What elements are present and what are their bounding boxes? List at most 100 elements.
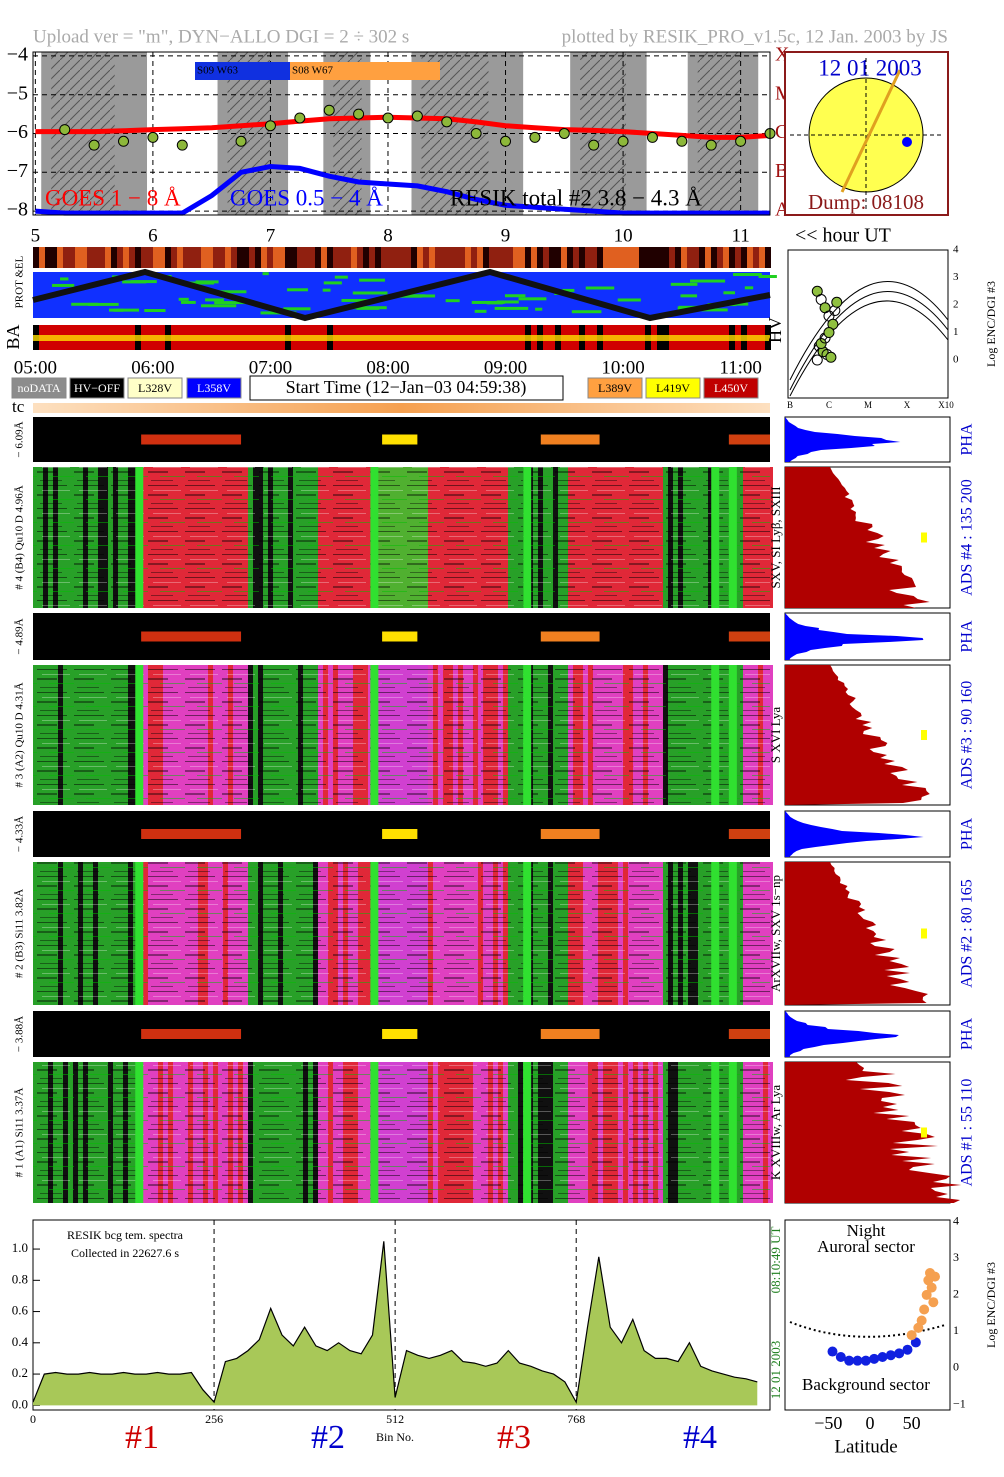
data-line <box>35 114 771 140</box>
data-point <box>558 128 570 139</box>
strip-cell <box>639 247 645 268</box>
strip-cell <box>323 281 342 285</box>
data-point <box>906 1330 917 1341</box>
strip-cell <box>531 247 537 268</box>
strip-cell <box>261 247 267 268</box>
strip-cell <box>111 247 117 268</box>
data-point <box>441 116 453 128</box>
strip-cell <box>571 310 602 314</box>
x-tick-label: X <box>904 400 911 410</box>
data-point <box>705 139 717 151</box>
strip-cell <box>279 247 285 268</box>
strip-cell <box>321 247 327 268</box>
strip-cell <box>381 247 387 268</box>
pha-histogram <box>785 1011 899 1057</box>
data-point <box>676 135 688 147</box>
strip-cell <box>249 247 255 268</box>
pha-band <box>382 1029 418 1039</box>
strip-cell <box>474 309 487 313</box>
strip-cell <box>129 247 135 268</box>
ads-range-label: # 3 (A2) Qu10 D 4.31Å <box>14 682 26 787</box>
data-point <box>118 135 130 147</box>
legend-label: GOES 0.5 − 4 Å <box>230 185 383 210</box>
pha-band <box>382 829 418 839</box>
strip-cell <box>87 302 119 306</box>
strip-cell <box>57 247 63 268</box>
pha-label: PHA <box>959 620 976 652</box>
strip-cell <box>753 247 759 268</box>
strip-cell <box>205 298 224 302</box>
ads-marker <box>370 1062 379 1203</box>
x-tick-label: 256 <box>205 1412 223 1426</box>
strip-cell <box>717 247 723 268</box>
ads-marker <box>135 862 144 1005</box>
strip-cell <box>219 247 225 268</box>
x-tick-label: C <box>826 400 832 410</box>
start-time: Start Time (12−Jan−03 04:59:38) <box>286 377 527 398</box>
strip-cell <box>141 247 147 268</box>
strip-cell <box>681 247 687 268</box>
ads-spectrogram-cell <box>768 862 773 1005</box>
area-fill <box>33 1241 758 1406</box>
strip-cell <box>585 286 615 290</box>
strip-cell <box>369 247 375 268</box>
data-line <box>32 1241 758 1405</box>
pha-range-label: − 3.88Å <box>14 1016 26 1052</box>
strip-cell <box>287 288 308 292</box>
section-label: #3 <box>497 1419 531 1456</box>
line-label: K XVIIIw, Ar Lya <box>768 1085 783 1180</box>
data-point <box>869 1353 880 1364</box>
y-tick-label: 0.0 <box>12 1396 28 1411</box>
strip-cell <box>471 247 477 268</box>
plot-frame <box>784 1219 951 1411</box>
strip-cell <box>758 275 777 279</box>
strip-cell <box>494 306 529 310</box>
data-point <box>529 131 541 143</box>
strip-cell <box>723 291 736 295</box>
strip-cell <box>670 282 698 286</box>
pha-histogram <box>785 613 924 660</box>
data-point <box>823 327 835 339</box>
model-curve <box>789 300 949 397</box>
ads-marker <box>523 1062 532 1203</box>
ads-range-label: # 1 (A1) Si11 3.37Å <box>14 1088 26 1178</box>
strip-cell <box>303 247 309 268</box>
ads-texture <box>33 467 770 608</box>
strip-cell <box>309 247 315 268</box>
start-time-box <box>249 375 564 401</box>
pha-band <box>141 631 242 642</box>
strip-cell <box>178 297 189 301</box>
ads-texture <box>33 862 770 1005</box>
pha-band <box>728 631 770 642</box>
ads-label: ADS #1 : 55 110 <box>959 1079 976 1187</box>
time-label: 05:00 <box>14 357 57 378</box>
annotation-box <box>290 62 440 80</box>
data-point <box>910 1337 921 1348</box>
strip-cell <box>732 273 762 277</box>
strip-cell <box>417 247 423 268</box>
data-point <box>176 139 188 151</box>
legend-label: RESIK total #2 3.8 − 4.3 Å <box>450 185 702 210</box>
data-point <box>831 296 843 308</box>
strip-cell <box>159 247 165 268</box>
ads-marker <box>728 1062 737 1203</box>
ads-profile <box>785 665 930 805</box>
strip-cell <box>153 247 159 268</box>
strip-cell <box>597 247 603 268</box>
x-tick-label: 10 <box>614 225 633 246</box>
strip-cell <box>291 247 297 268</box>
x-tick-label: 0 <box>30 1412 36 1426</box>
y-tick-label: −8 <box>7 199 28 221</box>
data-point <box>894 1348 905 1359</box>
strip-cell <box>441 247 447 268</box>
strip-cell <box>651 247 657 268</box>
time-label: 06:00 <box>131 357 174 378</box>
strip-cell <box>315 247 321 268</box>
sun-date: 12 01 2003 <box>818 55 922 80</box>
x-tick-label: 9 <box>501 225 511 246</box>
side-label: 12 01 2003 <box>768 1341 783 1400</box>
strip-cell <box>135 247 141 268</box>
side-label: 08:10:49 UT <box>768 1227 783 1294</box>
pha-label: PHA <box>959 423 976 455</box>
